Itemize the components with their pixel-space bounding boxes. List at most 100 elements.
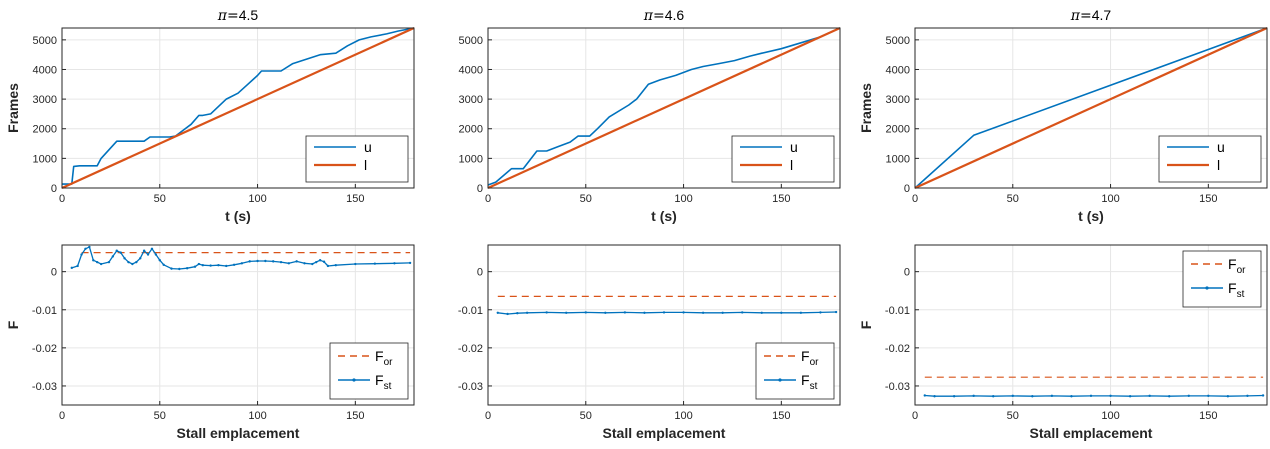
series-f-st-point — [952, 395, 956, 398]
series-f-st-point — [992, 395, 995, 398]
series-f-st-line — [924, 394, 1264, 397]
panel-4: 0 50 100 150 0 -0.01 -0.02 -0.03 Stall emplaceme… — [5, 244, 415, 441]
series-f-st-point — [1050, 394, 1054, 398]
x-axis-label: t (s) — [651, 208, 677, 224]
series-f-st-point — [393, 262, 396, 265]
y-tick-label: 2000 — [33, 124, 57, 136]
series-f-st-point — [318, 259, 322, 262]
y-tick-label: -0.03 — [32, 381, 57, 393]
legend-label: For — [375, 348, 393, 368]
series-f-st-point — [80, 253, 83, 256]
legend-box — [731, 135, 835, 183]
y-tick-label: 0 — [904, 183, 910, 195]
x-tick-label: 100 — [1101, 410, 1119, 422]
series-f-st-point — [127, 260, 130, 264]
x-axis-label: Stall emplacement — [603, 425, 726, 441]
x-tick-label: 150 — [772, 410, 790, 422]
series-f-st-point — [819, 311, 822, 314]
y-tick-label: 1000 — [459, 153, 483, 165]
legend-marker — [778, 378, 782, 382]
series-f-st-point — [240, 262, 244, 265]
x-tick-label: 0 — [912, 193, 918, 205]
y-tick-label: 0 — [477, 267, 483, 279]
series-f-st-point — [1070, 395, 1073, 398]
legend-label-subscript: st — [384, 381, 392, 392]
x-tick-label: 0 — [59, 410, 65, 422]
legend-label: l — [364, 157, 367, 173]
series-f-st-point — [1168, 395, 1171, 398]
series-f-st-point — [92, 259, 95, 262]
series-u-line — [914, 27, 1268, 189]
legend-marker — [1205, 286, 1209, 290]
axes-box — [914, 27, 1268, 189]
series-f-st-point — [525, 311, 529, 315]
series-f-st-point — [1031, 395, 1034, 398]
x-tick-label: 0 — [485, 410, 491, 422]
series-f-st-point — [119, 251, 122, 254]
x-axis-label: Stall emplacement — [177, 425, 300, 441]
legend-label: Fst — [801, 372, 818, 392]
series-l-line — [61, 26, 415, 190]
legend-label-base: F — [375, 348, 384, 364]
y-tick-label: -0.02 — [458, 343, 483, 355]
legend: ul — [1158, 135, 1262, 183]
series-f-st-point — [256, 259, 259, 263]
legend-label-base: F — [1228, 280, 1237, 296]
title-symbol: π= — [1070, 8, 1092, 24]
series-f-st-point — [604, 311, 607, 315]
x-tick-label: 50 — [154, 410, 166, 422]
series-f-st-point — [197, 262, 201, 266]
y-tick-label: 5000 — [33, 35, 57, 47]
series-l-line — [914, 26, 1268, 190]
series-f-st-point — [146, 253, 150, 256]
series-f-st-point — [1187, 394, 1190, 398]
x-tick-label: 0 — [59, 193, 65, 205]
series-f-st-point — [584, 311, 587, 314]
series-f-st-point — [662, 311, 666, 314]
series-f-st-point — [760, 311, 763, 315]
series-f-st-point — [721, 311, 724, 315]
y-axis-label: F — [858, 320, 874, 329]
panel-6: 0 50 100 150 0 -0.01 -0.02 -0.03 Stall emplaceme… — [858, 244, 1268, 441]
y-tick-label: -0.02 — [885, 343, 910, 355]
series-f-st-point — [303, 262, 306, 265]
legend-label-subscript: or — [384, 357, 394, 368]
series-f-st-point — [311, 262, 314, 266]
y-axis-label: Frames — [5, 83, 21, 133]
series-f-st-point — [334, 263, 337, 267]
series-f-st-point — [1261, 394, 1265, 397]
legend-label-base: F — [375, 372, 384, 388]
title-symbol: π= — [643, 8, 665, 24]
y-tick-label: 3000 — [886, 94, 910, 106]
series-f-st-point — [178, 267, 181, 271]
series-f-st-point — [1246, 394, 1249, 398]
panel-title: π=4.6 — [643, 7, 685, 24]
series-f-st-point — [923, 394, 926, 397]
x-tick-label: 150 — [1199, 410, 1217, 422]
x-tick-label: 100 — [674, 410, 692, 422]
title-symbol: π= — [217, 8, 239, 24]
x-tick-label: 100 — [248, 410, 266, 422]
legend: ul — [305, 135, 409, 183]
series-f-st-point — [354, 262, 357, 266]
legend: For Fst — [755, 342, 835, 400]
legend-label: l — [790, 157, 793, 173]
series-f-st-point — [295, 260, 298, 263]
panel-5: 0 50 100 150 0 -0.01 -0.02 -0.03 Stall emplaceme… — [458, 244, 841, 441]
axes-box — [487, 244, 841, 406]
y-tick-label: -0.03 — [458, 381, 483, 393]
legend-label: For — [801, 348, 819, 368]
series-f-st-point — [150, 247, 154, 251]
series-f-st-point — [780, 311, 783, 315]
series-f-st-point — [111, 255, 115, 258]
series-f-st-point — [741, 311, 744, 314]
series-f-st-point — [1109, 394, 1112, 398]
panel-title: π=4.5 — [217, 7, 259, 24]
series-f-st-point — [933, 395, 936, 398]
axes-box — [61, 27, 415, 189]
y-tick-label: 4000 — [459, 64, 483, 76]
series-f-st-point — [1148, 394, 1151, 398]
x-tick-label: 50 — [580, 193, 592, 205]
legend-box — [329, 342, 409, 400]
x-tick-label: 150 — [346, 410, 364, 422]
